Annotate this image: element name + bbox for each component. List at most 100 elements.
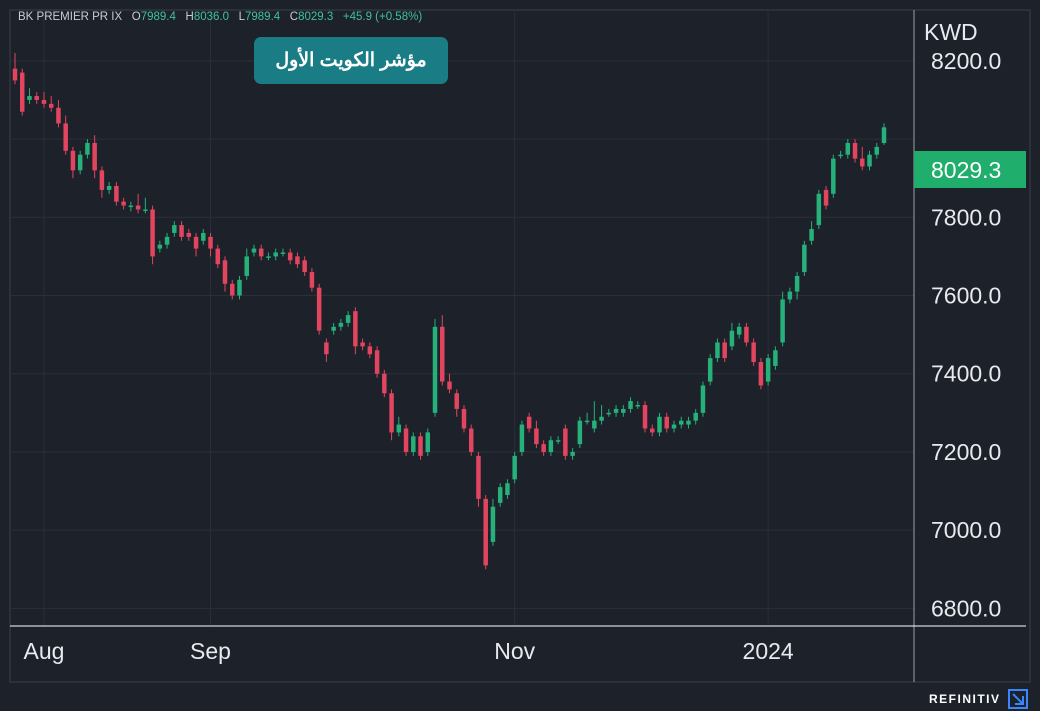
candle-body: [63, 123, 68, 151]
candle: [534, 420, 539, 449]
candle: [852, 139, 858, 163]
candle: [592, 401, 597, 433]
open-label: O: [131, 11, 141, 23]
candle-body: [309, 272, 315, 288]
candle: [27, 88, 32, 104]
candle-body: [541, 444, 546, 452]
candle: [599, 405, 604, 425]
candles: [12, 53, 887, 570]
candle: [374, 346, 380, 378]
candle: [418, 432, 423, 460]
candle-body: [19, 72, 25, 112]
candle-body: [642, 405, 648, 429]
candle-body: [613, 408, 619, 413]
candle: [150, 205, 155, 265]
candle: [765, 354, 771, 386]
candle: [201, 229, 206, 245]
candle-body: [751, 342, 756, 362]
candle-body: [230, 283, 235, 296]
candle-body: [621, 408, 626, 413]
candle-body: [164, 236, 170, 245]
candle-body: [570, 451, 575, 456]
open-value: 7989.4: [140, 11, 176, 23]
candle-body: [490, 506, 496, 542]
candle-body: [700, 385, 706, 413]
candle: [331, 322, 336, 335]
candle: [280, 248, 286, 257]
candle: [222, 256, 228, 292]
candle: [360, 338, 365, 351]
candle: [258, 244, 264, 261]
candle-body: [483, 498, 488, 566]
close-value: 8029.3: [298, 11, 334, 23]
candle: [237, 275, 242, 300]
candle-body: [251, 248, 257, 253]
candle: [577, 416, 583, 449]
candle: [874, 142, 880, 159]
candle: [773, 346, 778, 370]
candle: [382, 369, 387, 398]
candle: [128, 201, 134, 212]
candle: [302, 256, 307, 276]
candle: [468, 424, 474, 456]
candle: [736, 322, 742, 339]
candle: [512, 451, 517, 484]
candle-body: [707, 358, 713, 382]
candle-body: [693, 412, 698, 421]
candle-body: [664, 416, 669, 429]
candle-body: [548, 440, 554, 452]
candle-body: [765, 358, 771, 382]
candle: [881, 123, 887, 145]
candle-body: [92, 142, 97, 171]
chart-frame: [9, 9, 1031, 683]
candle: [664, 412, 669, 433]
candle: [700, 381, 706, 417]
candle-body: [780, 299, 785, 343]
candle: [425, 428, 431, 456]
candle: [816, 189, 822, 230]
x-tick-label: 2024: [743, 638, 794, 664]
candle: [613, 405, 619, 417]
candle-body: [773, 350, 778, 366]
candle: [722, 338, 727, 362]
candle: [505, 479, 510, 499]
low-label: L: [238, 11, 245, 23]
candle-body: [454, 393, 459, 409]
candle-body: [41, 99, 47, 104]
candle: [657, 412, 662, 437]
candle-body: [27, 96, 32, 100]
refinitiv-logo-icon: [1008, 689, 1028, 709]
candle: [353, 307, 358, 355]
candle: [780, 291, 785, 347]
candle-body: [324, 342, 329, 355]
candle-body: [838, 154, 843, 157]
candle-body: [179, 225, 184, 237]
candle: [729, 322, 735, 351]
candle-body: [287, 252, 293, 261]
candle: [454, 389, 459, 417]
candle: [707, 354, 713, 386]
candle: [490, 498, 496, 546]
candle-body: [295, 256, 300, 265]
candle-body: [99, 170, 105, 190]
x-tick-label: Nov: [494, 638, 535, 664]
x-tick-label: Sep: [190, 638, 231, 664]
candle: [758, 358, 764, 390]
candle-body: [331, 326, 336, 331]
candle-body: [678, 420, 684, 425]
candle-body: [534, 428, 539, 445]
candle-body: [577, 420, 583, 445]
candle: [251, 244, 257, 257]
candle-body: [367, 346, 373, 355]
candle-body: [338, 322, 344, 327]
candle-body: [403, 428, 409, 452]
candle: [338, 318, 344, 331]
candle: [324, 338, 329, 362]
candle: [483, 494, 488, 570]
grid-lines: [10, 10, 914, 626]
candle-body: [468, 428, 474, 452]
candle: [635, 401, 641, 409]
candle-body: [744, 326, 749, 343]
candle-body: [222, 260, 228, 284]
candle: [99, 166, 105, 198]
